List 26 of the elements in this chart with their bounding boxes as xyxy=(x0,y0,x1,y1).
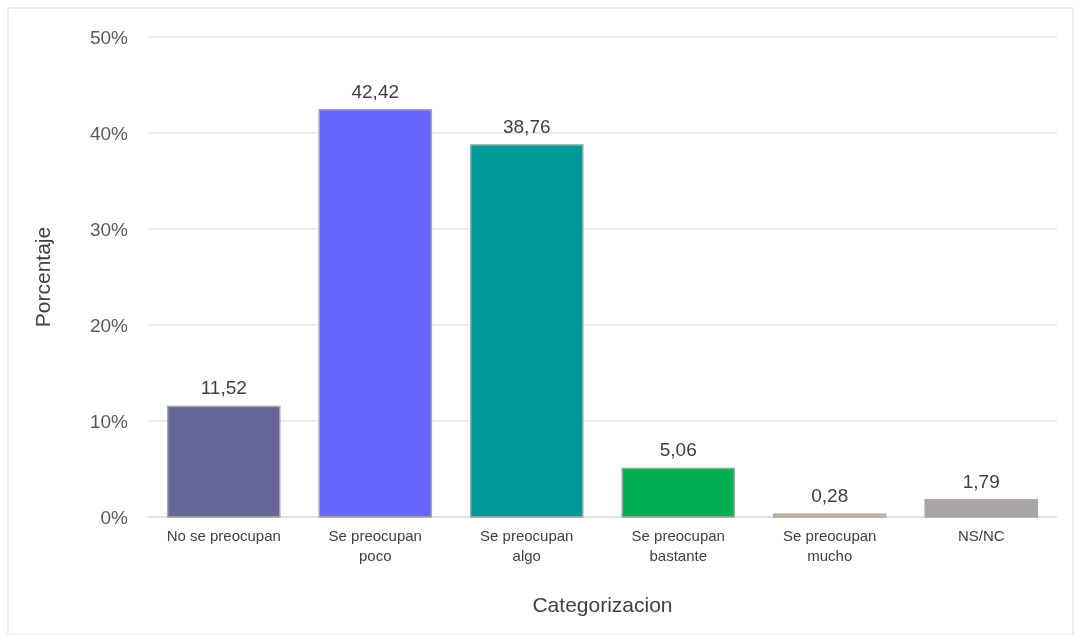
y-tick-label: 40% xyxy=(89,122,129,144)
y-tick-label: 30% xyxy=(89,218,129,240)
x-tick-label: NS/NC xyxy=(957,527,1005,544)
bar xyxy=(772,513,887,518)
data-label: 1,79 xyxy=(962,470,1000,492)
x-tick-label: Se preocupan algo xyxy=(480,527,574,564)
y-tick-label: 10% xyxy=(89,410,129,432)
x-tick-label: Se preocupan mucho xyxy=(783,527,877,564)
x-tick-label: Se preocupan bastante xyxy=(631,527,725,564)
bar xyxy=(469,144,584,518)
bar xyxy=(166,405,281,518)
y-tick-label: 0% xyxy=(100,506,129,528)
y-axis-title: Porcentaje xyxy=(31,226,54,328)
data-label: 42,42 xyxy=(351,80,400,102)
data-label: 11,52 xyxy=(200,377,247,399)
data-label: 38,76 xyxy=(502,115,551,137)
x-axis-title: Categorizacion xyxy=(532,593,673,616)
data-label: 0,28 xyxy=(811,485,849,507)
bar xyxy=(621,467,736,518)
bar xyxy=(924,499,1039,518)
x-tick-label: No se preocupan xyxy=(166,527,281,544)
data-label: 5,06 xyxy=(659,439,697,461)
y-tick-label: 20% xyxy=(89,314,129,336)
bar xyxy=(318,109,433,518)
x-tick-label: Se preocupan poco xyxy=(328,527,422,564)
y-tick-label: 50% xyxy=(89,26,129,48)
